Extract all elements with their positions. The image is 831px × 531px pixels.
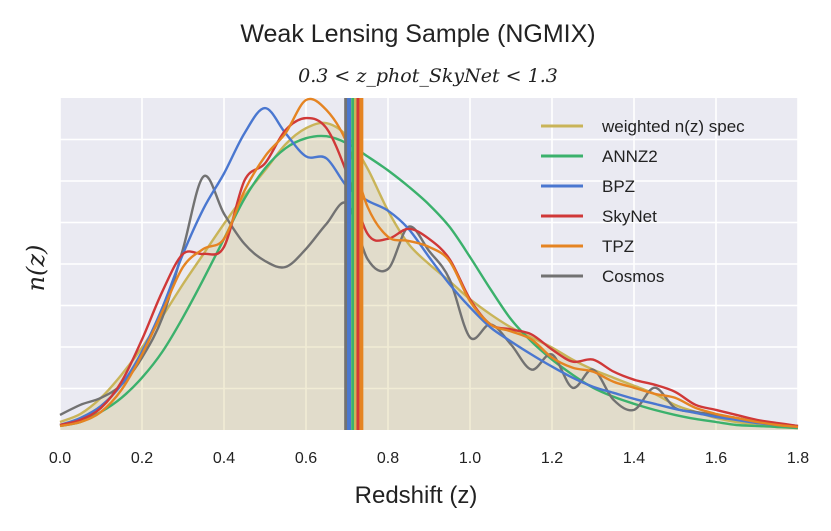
x-tick-label: 0.0	[49, 450, 71, 467]
legend-label: Cosmos	[602, 267, 664, 286]
mean-lines	[344, 98, 364, 430]
x-tick-label: 1.6	[705, 450, 727, 467]
y-axis-label: n(z)	[22, 245, 50, 292]
x-tick-labels: 0.0 0.2 0.4 0.6 0.8 1.0 1.2 1.4 1.6 1.8	[49, 450, 809, 467]
x-tick-label: 0.2	[131, 450, 153, 467]
chart-subtitle: 0.3 < z_phot_SkyNet < 1.3	[298, 65, 558, 87]
x-axis-label: Redshift (z)	[355, 482, 478, 509]
x-tick-label: 1.2	[541, 450, 563, 467]
legend-label: ANNZ2	[602, 147, 658, 166]
x-tick-label: 0.8	[377, 450, 399, 467]
legend: weighted n(z) spec ANNZ2 BPZ SkyNet TPZ Cosmo…	[541, 117, 745, 286]
legend-label: SkyNet	[602, 207, 657, 226]
series-line-weighted-n-z-spec	[59, 121, 799, 430]
legend-label: BPZ	[602, 177, 635, 196]
x-tick-label: 1.0	[459, 450, 481, 467]
x-tick-label: 0.6	[295, 450, 317, 467]
series-line-annz2	[59, 134, 799, 430]
series-line-tpz	[59, 97, 799, 429]
legend-label: weighted n(z) spec	[601, 117, 745, 136]
chart-title: Weak Lensing Sample (NGMIX)	[240, 20, 595, 48]
legend-label: TPZ	[602, 237, 634, 256]
x-tick-label: 0.4	[213, 450, 235, 467]
series-line-skynet	[59, 116, 799, 428]
x-tick-label: 1.8	[787, 450, 809, 467]
series-lines	[59, 97, 799, 430]
x-tick-label: 1.4	[623, 450, 645, 467]
